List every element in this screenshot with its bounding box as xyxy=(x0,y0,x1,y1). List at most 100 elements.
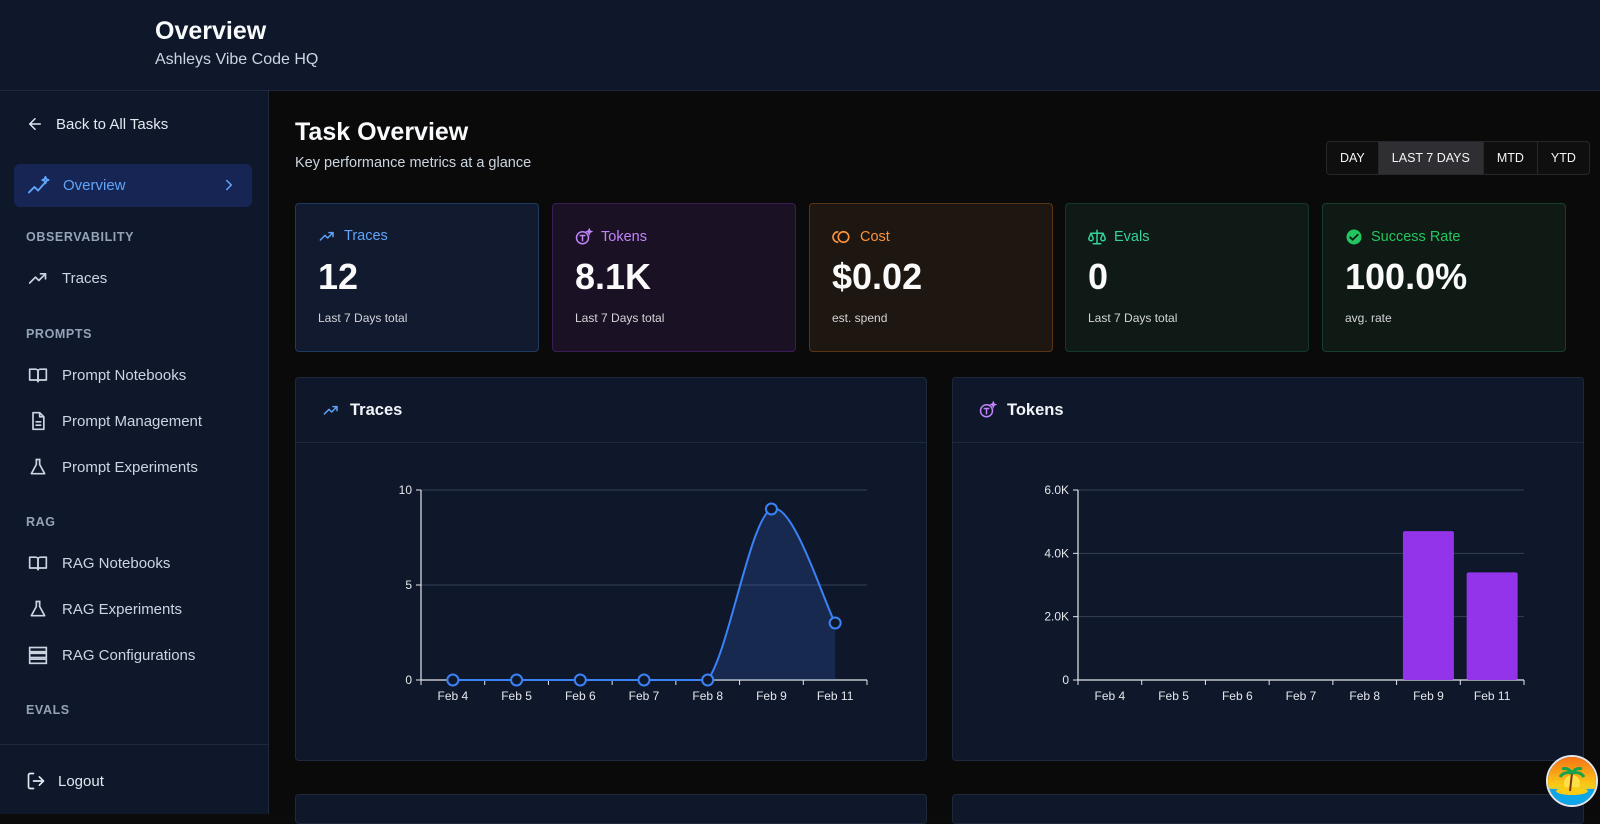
check-circle-icon xyxy=(1346,229,1362,245)
data-point xyxy=(764,502,778,516)
token-coin-icon xyxy=(979,401,997,418)
x-tick-label: Feb 5 xyxy=(501,689,532,703)
traces-chart-panel: Traces 0 5 10 Feb 4 Feb 5 Feb 6 Feb 7 Feb 8 Feb … xyxy=(295,377,927,761)
range-day-button[interactable]: DAY xyxy=(1327,142,1379,174)
y-tick-label: 4.0K xyxy=(1044,546,1069,560)
document-icon xyxy=(32,411,45,431)
x-tick-label: Feb 8 xyxy=(1349,689,1380,703)
data-point xyxy=(701,673,715,687)
coins-icon xyxy=(832,230,850,244)
card-value: 0 xyxy=(1088,256,1109,297)
x-tick-label: Feb 7 xyxy=(1286,689,1317,703)
y-tick-label: 0 xyxy=(405,673,412,687)
tokens-bar-chart: 0 2.0K 4.0K 6.0K Feb 4 Feb 5 Feb 6 Feb 7 Feb 8 Fe… xyxy=(1044,483,1525,703)
lower-panel-left xyxy=(295,794,927,824)
server-icon xyxy=(28,646,48,665)
sidebar-item-overview[interactable]: Overview xyxy=(14,164,252,207)
flask-icon xyxy=(30,458,46,475)
data-point xyxy=(828,616,842,630)
sidebar-item-label: Prompt Experiments xyxy=(62,458,198,476)
y-tick-label: 10 xyxy=(399,483,413,497)
panel-header: Traces xyxy=(296,378,926,443)
x-tick-label: Feb 8 xyxy=(692,689,723,703)
chevron-right-icon xyxy=(226,179,233,191)
card-note: Last 7 Days total xyxy=(575,311,665,325)
stat-card-evals: Evals 0 Last 7 Days total xyxy=(1065,203,1309,352)
sidebar-item-prompt-management[interactable]: Prompt Management xyxy=(26,411,202,431)
traces-line-chart: 0 5 10 Feb 4 Feb 5 Feb 6 Feb 7 Feb 8 Feb 9 Feb 11 xyxy=(399,483,868,703)
x-tick-label: Feb 9 xyxy=(756,689,787,703)
x-tick-label: Feb 6 xyxy=(1222,689,1253,703)
stat-card-traces: Traces 12 Last 7 Days total xyxy=(295,203,539,352)
sidebar-item-rag-notebooks[interactable]: RAG Notebooks xyxy=(26,553,170,573)
stat-card-tokens: Tokens 8.1K Last 7 Days total xyxy=(552,203,796,352)
sidebar: Back to All Tasks Overview OBSERVABILITY… xyxy=(0,91,269,814)
tokens-chart-panel: Tokens 0 2.0K 4.0K 6.0K Feb 4 Feb 5 Feb 6 Feb 7… xyxy=(952,377,1584,761)
data-point xyxy=(637,673,651,687)
sidebar-item-label: Traces xyxy=(62,269,108,287)
card-label: Cost xyxy=(860,229,890,245)
y-tick-label: 5 xyxy=(405,578,412,592)
card-label: Success Rate xyxy=(1371,229,1461,245)
card-note: avg. rate xyxy=(1345,311,1392,325)
bar xyxy=(1466,572,1518,680)
flask-icon xyxy=(30,600,46,617)
panel-header: Tokens xyxy=(953,378,1583,443)
lower-panel-right xyxy=(952,794,1584,824)
back-to-all-tasks-link[interactable]: Back to All Tasks xyxy=(26,115,168,133)
stat-card-success-rate: Success Rate 100.0% avg. rate xyxy=(1322,203,1566,352)
x-tick-label: Feb 9 xyxy=(1413,689,1444,703)
logout-label: Logout xyxy=(58,772,104,790)
sidebar-item-rag-experiments[interactable]: RAG Experiments xyxy=(26,599,182,619)
sidebar-item-prompt-experiments[interactable]: Prompt Experiments xyxy=(26,457,198,477)
sidebar-item-label: RAG Experiments xyxy=(62,600,183,618)
section-label-evals: EVALS xyxy=(26,703,70,717)
trending-up-icon xyxy=(319,231,334,241)
assistant-avatar[interactable] xyxy=(1546,755,1598,807)
card-value: 8.1K xyxy=(575,256,652,297)
section-label-rag: RAG xyxy=(26,515,56,529)
sidebar-item-label: Prompt Management xyxy=(62,412,203,430)
card-label: Traces xyxy=(344,228,388,244)
scale-icon xyxy=(1088,229,1106,245)
card-label: Evals xyxy=(1114,229,1150,245)
range-ytd-button[interactable]: YTD xyxy=(1550,151,1576,165)
main-content: Task Overview Key performance metrics at… xyxy=(270,91,1600,824)
sidebar-item-prompt-notebooks[interactable]: Prompt Notebooks xyxy=(26,365,186,385)
card-label: Tokens xyxy=(601,229,647,245)
token-coin-icon xyxy=(575,228,593,245)
stat-card-cost: Cost $0.02 est. spend xyxy=(809,203,1053,352)
x-tick-label: Feb 5 xyxy=(1158,689,1189,703)
trending-up-icon xyxy=(28,273,47,284)
island-avatar-icon xyxy=(1548,757,1596,805)
panel-title: Tokens xyxy=(1007,400,1064,419)
sidebar-item-label: Overview xyxy=(63,177,126,194)
sparkle-chart-icon xyxy=(28,175,50,193)
sidebar-item-label: RAG Configurations xyxy=(62,646,196,664)
range-last-7-days-button[interactable]: LAST 7 DAYS xyxy=(1378,142,1484,174)
panel-title: Traces xyxy=(350,400,403,419)
card-note: Last 7 Days total xyxy=(1088,311,1178,325)
range-mtd-button[interactable]: MTD xyxy=(1484,142,1538,174)
sidebar-footer: Logout xyxy=(0,744,268,814)
bar xyxy=(1402,531,1454,680)
sidebar-item-traces[interactable]: Traces xyxy=(26,268,107,288)
data-point xyxy=(573,673,587,687)
sidebar-item-label: RAG Notebooks xyxy=(62,554,171,572)
logout-icon xyxy=(27,772,45,790)
sidebar-item-label: Prompt Notebooks xyxy=(62,366,187,384)
book-open-icon xyxy=(28,368,48,383)
card-value: $0.02 xyxy=(832,256,923,297)
x-tick-label: Feb 11 xyxy=(1474,689,1511,703)
book-open-icon xyxy=(28,556,48,571)
logout-button[interactable]: Logout xyxy=(26,771,104,791)
time-range-selector: DAY LAST 7 DAYS MTD YTD xyxy=(1326,141,1590,175)
top-header: Overview Ashleys Vibe Code HQ xyxy=(0,0,1600,91)
section-label-observability: OBSERVABILITY xyxy=(26,230,135,244)
traces-area xyxy=(452,508,836,680)
x-tick-label: Feb 7 xyxy=(629,689,660,703)
sidebar-item-rag-configurations[interactable]: RAG Configurations xyxy=(26,645,195,665)
y-tick-label: 0 xyxy=(1062,673,1069,687)
data-point xyxy=(510,673,524,687)
data-point xyxy=(446,673,460,687)
